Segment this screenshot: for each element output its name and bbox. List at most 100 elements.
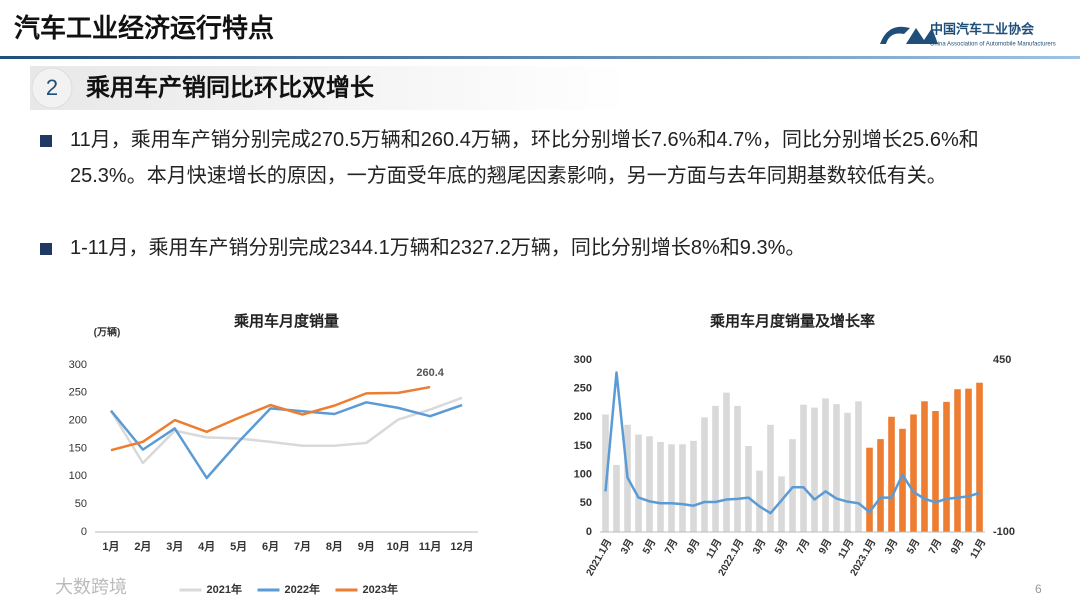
y-tick-label: 250 [69,387,87,399]
bar [679,444,686,532]
bullet-text: 11月，乘用车产销分别完成270.5万辆和260.4万辆，环比分别增长7.6%和… [38,122,1048,194]
y-tick-label: 200 [69,415,87,427]
x-tick-label: 3月 [166,540,183,553]
logo-mark [880,26,938,44]
bar [723,392,730,532]
x-tick-label: 7月 [294,540,311,553]
bar [668,444,675,532]
y-tick-label: 0 [586,526,592,538]
section-band [30,66,630,110]
bar [734,405,741,532]
x-tick-label: 11月 [704,537,725,561]
bar [690,440,697,532]
slide-title: 汽车工业经济运行特点 [14,13,274,43]
series-line [604,371,980,515]
y-tick-label: 0 [81,526,87,538]
y-tick-label: 50 [75,498,87,510]
section-title: 乘用车产销同比环比双增长 [85,73,375,101]
legend-label: 2021年 [207,582,242,596]
bar [613,464,620,532]
x-tick-label: 12月 [450,540,473,553]
x-tick-label: 5月 [904,537,922,556]
page-number: 6 [1035,582,1042,596]
x-tick-label: 2月 [134,540,151,553]
y2-tick-label: 450 [993,354,1011,366]
chart-title: 乘用车月度销量及增长率 [709,312,875,330]
bar [602,414,609,532]
bar [745,446,752,532]
chart-title: 乘用车月度销量 [233,312,339,330]
y-tick-label: 300 [574,354,592,366]
y-tick-label: 200 [574,411,592,423]
bar [965,388,972,532]
org-name-en: China Association of Automobile Manufact… [930,42,1056,48]
bar [646,436,653,532]
x-tick-label: 7月 [926,537,944,556]
legend-label: 2022年 [285,582,320,596]
x-tick-label: 11月 [836,537,857,561]
bar [921,401,928,532]
bar [844,412,851,532]
x-tick-label: 6月 [262,540,279,553]
y-unit: (万辆) [94,326,121,339]
x-tick-label: 3月 [618,537,636,556]
bar [866,447,873,532]
bar [899,428,906,532]
bar [811,407,818,532]
bar [932,411,939,532]
y-tick-label: 250 [574,383,592,395]
x-tick-label: 11月 [968,537,989,561]
x-tick-label: 3月 [882,537,900,556]
bar [701,417,708,532]
series-line [110,385,431,452]
x-tick-label: 11月 [419,540,442,553]
bar [910,414,917,532]
x-tick-label: 9月 [684,537,702,556]
bar [822,398,829,532]
x-tick-label: 9月 [358,540,375,553]
y-tick-label: 150 [69,442,87,454]
x-tick-label: 7月 [794,537,812,556]
x-tick-label: 8月 [326,540,343,553]
header-rule [0,56,1080,59]
x-tick-label: 5月 [772,537,790,556]
x-tick-label: 4月 [198,540,215,553]
bar [943,401,950,532]
x-tick-label: 10月 [387,540,410,553]
bar [888,416,895,532]
x-tick-label: 2021.1月 [584,537,615,578]
watermark: 大数跨境 [55,577,127,597]
x-tick-label: 5月 [230,540,247,553]
x-tick-label: 5月 [640,537,658,556]
x-tick-label: 9月 [948,537,966,556]
series-line [109,396,463,465]
bar [800,404,807,532]
series-line [109,401,463,480]
y2-tick-label: -100 [993,526,1015,538]
bullet-text: 1-11月，乘用车产销分别完成2344.1万辆和2327.2万辆，同比分别增长8… [38,230,1048,266]
bar [877,439,884,532]
section-badge [31,67,73,109]
bar [855,401,862,532]
x-tick-label: 7月 [662,537,680,556]
bar [767,424,774,532]
y-tick-label: 100 [69,470,87,482]
x-tick-label: 9月 [816,537,834,556]
bar [657,441,664,532]
bar [756,470,763,532]
annotation: 260.4 [416,367,444,379]
y-tick-label: 300 [69,359,87,371]
bar [635,434,642,532]
y-tick-label: 50 [580,497,592,509]
x-tick-label: 3月 [750,537,768,556]
bar [789,439,796,532]
org-name: 中国汽车工业协会 [930,21,1035,36]
y-tick-label: 150 [574,440,592,452]
bar [954,389,961,532]
bar [712,405,719,532]
bar [976,382,983,532]
section-number: 2 [46,75,58,100]
y-tick-label: 100 [574,469,592,481]
